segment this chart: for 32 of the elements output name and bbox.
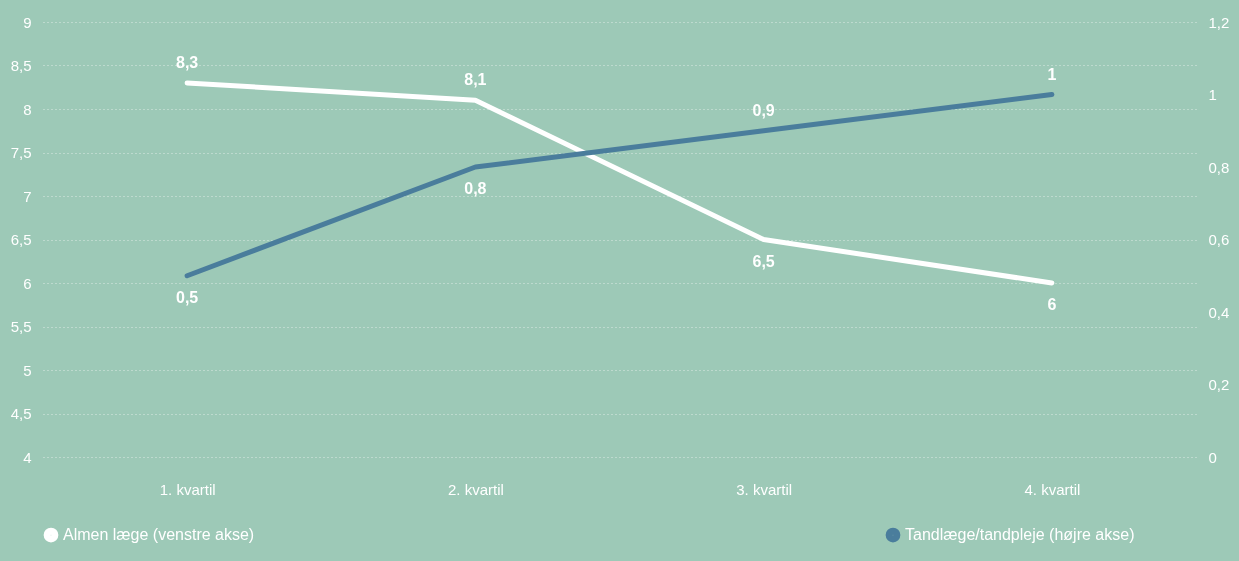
y2-tick-label: 0,4 [1208, 303, 1230, 321]
x-tick-label: 3. kvartil [736, 480, 793, 498]
x-tick-label: 2. kvartil [447, 480, 504, 498]
y2-tick-label: 0,6 [1208, 231, 1230, 248]
x-tick-label: 4. kvartil [1024, 480, 1081, 498]
data-label: 8,3 [176, 53, 199, 71]
data-label: 6,5 [752, 252, 775, 270]
y-tick-label: 5,5 [10, 318, 32, 335]
y-tick-label: 4,5 [10, 405, 32, 422]
data-label: 0,9 [752, 101, 775, 119]
y2-tick-label: 0,2 [1208, 376, 1230, 393]
legend-label: Tandlæge/tandpleje (højre akse) [905, 526, 1135, 544]
y2-tick-label: 0 [1208, 448, 1217, 466]
y-tick-label: 6,5 [10, 231, 32, 248]
y-tick-label: 8 [23, 100, 32, 118]
y2-tick-label: 1,2 [1208, 13, 1230, 31]
data-label: 0,5 [176, 288, 199, 306]
y-tick-label: 7,5 [10, 144, 32, 161]
y2-tick-label: 1 [1208, 86, 1217, 103]
y-tick-label: 4 [23, 448, 32, 466]
data-label: 8,1 [464, 71, 487, 89]
data-label: 6 [1047, 296, 1057, 313]
x-tick-label: 1. kvartil [159, 480, 216, 498]
data-label: 0,8 [464, 180, 487, 197]
y-tick-label: 6 [23, 274, 32, 292]
legend-label: Almen læge (venstre akse) [63, 526, 255, 544]
y-tick-label: 5 [23, 361, 32, 379]
y-tick-label: 8,5 [10, 57, 32, 74]
y-tick-label: 7 [23, 187, 32, 205]
data-label: 1 [1047, 65, 1057, 83]
y-tick-label: 9 [23, 13, 32, 31]
y2-tick-label: 0,8 [1208, 158, 1230, 176]
